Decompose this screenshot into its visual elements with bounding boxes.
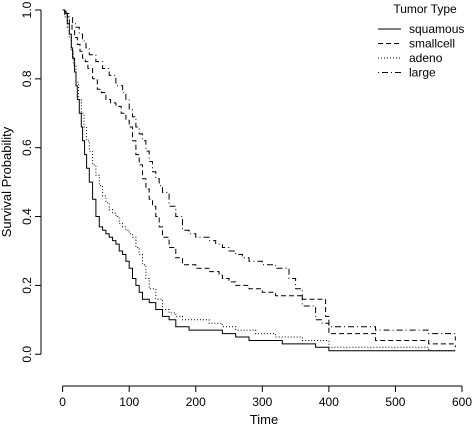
legend-title: Tumor Type: [393, 2, 457, 16]
axis-labels: Time Survival Probability: [0, 126, 278, 427]
x-tick-label: 500: [385, 395, 405, 409]
y-tick-label: 0.0: [20, 346, 34, 363]
x-tick-label: 600: [452, 395, 472, 409]
x-tick-label: 200: [186, 395, 206, 409]
x-axis-label: Time: [250, 412, 278, 427]
x-tick-label: 400: [319, 395, 339, 409]
series-line-adeno: [62, 9, 456, 352]
series-line-large: [62, 9, 456, 341]
legend-label-large: large: [409, 66, 436, 80]
y-tick-label: 0.4: [20, 208, 34, 225]
y-tick-label: 1.0: [20, 1, 34, 18]
legend-label-adeno: adeno: [409, 51, 443, 65]
axes: 0 100 200 300 400 500 600 0.0 0.2 0.4 0.6 0.8 1.0: [20, 1, 472, 409]
y-tick-label: 0.2: [20, 277, 34, 294]
y-tick-label: 0.6: [20, 139, 34, 156]
plot-lines: [62, 9, 456, 352]
x-tick-label: 0: [59, 395, 66, 409]
y-tick-label: 0.8: [20, 70, 34, 87]
series-line-squamous: [62, 9, 456, 352]
series-line-smallcell: [62, 9, 456, 348]
y-axis-label: Survival Probability: [0, 126, 14, 237]
x-tick-label: 100: [119, 395, 139, 409]
x-tick-label: 300: [252, 395, 272, 409]
legend-label-squamous: squamous: [409, 22, 464, 36]
legend-label-smallcell: smallcell: [409, 37, 455, 51]
